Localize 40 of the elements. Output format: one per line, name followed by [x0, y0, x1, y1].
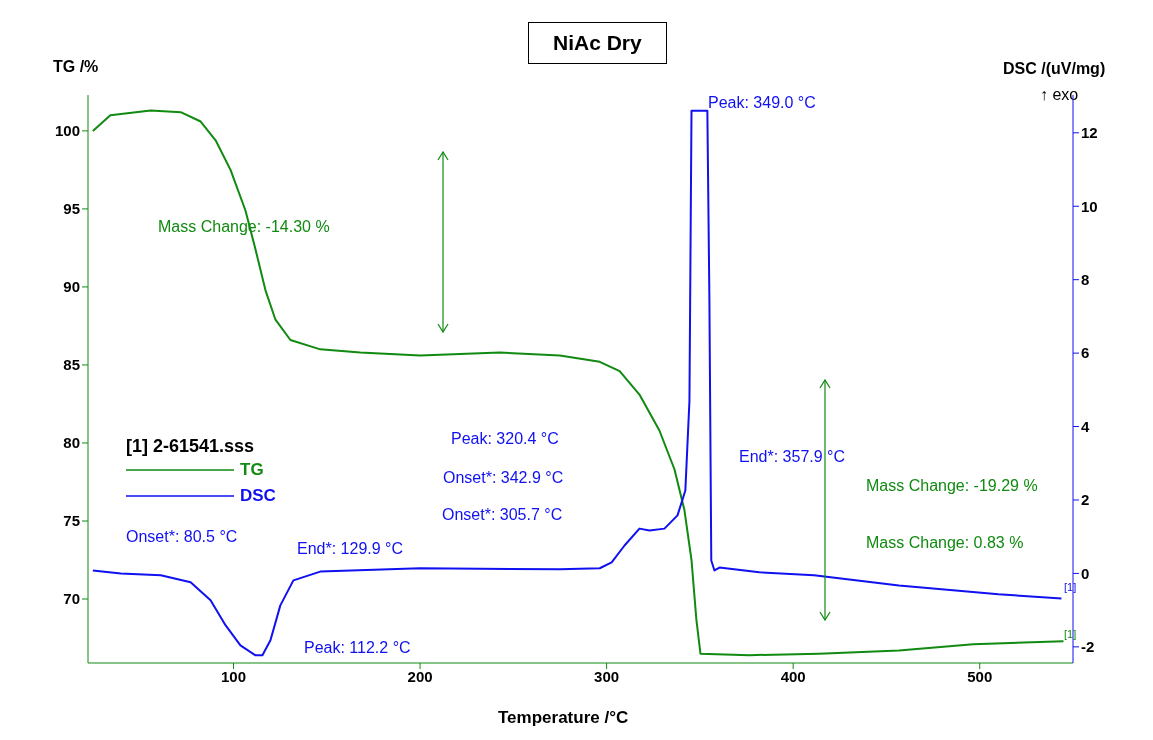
- annotation: Mass Change: -19.29 %: [866, 477, 1038, 495]
- annotation: Onset*: 80.5 °C: [126, 528, 238, 546]
- annotation: End*: 129.9 °C: [297, 540, 404, 558]
- y2-tick-label: 6: [1081, 344, 1090, 362]
- annotation: [1]: [1064, 581, 1077, 593]
- x-tick-label: 300: [594, 667, 620, 685]
- annotation: Peak: 320.4 °C: [451, 430, 559, 448]
- y2-tick-label: 4: [1081, 417, 1090, 435]
- y2-tick-label: 8: [1081, 271, 1090, 289]
- y2-tick-label: 0: [1081, 564, 1090, 582]
- y-tick-label: 100: [54, 122, 80, 140]
- y2-tick-label: 10: [1081, 197, 1098, 215]
- chart-title: NiAc Dry: [528, 22, 667, 64]
- x-tick-label: 100: [221, 667, 247, 685]
- text: TG: [240, 460, 264, 480]
- y2-axis-title: DSC /(uV/mg): [1003, 60, 1106, 78]
- y-tick-label: 70: [63, 590, 80, 608]
- y2-tick-label: -2: [1081, 638, 1095, 656]
- annotation: Peak: 112.2 °C: [304, 639, 411, 657]
- text: DSC: [240, 486, 276, 506]
- x-tick-label: 400: [780, 667, 806, 685]
- y-tick-label: 80: [63, 434, 80, 452]
- legend-title: [1] 2-61541.sss: [126, 436, 256, 457]
- x-tick-label: 500: [967, 667, 993, 685]
- y-tick-label: 85: [63, 356, 80, 374]
- y-tick-label: 75: [63, 512, 80, 530]
- annotation: End*: 357.9 °C: [739, 448, 846, 466]
- y2-tick-label: 12: [1081, 124, 1098, 142]
- annotation: Onset*: 342.9 °C: [443, 469, 564, 487]
- annotation: Peak: 349.0 °C: [708, 94, 816, 112]
- y-tick-label: 90: [63, 278, 80, 296]
- y-axis-title: TG /%: [53, 58, 99, 76]
- x-tick-label: 200: [407, 667, 433, 685]
- annotation: [1]: [1064, 628, 1077, 640]
- annotation: Onset*: 305.7 °C: [442, 506, 563, 524]
- y-tick-label: 95: [63, 200, 80, 218]
- y2-tick-label: 2: [1081, 491, 1090, 509]
- x-axis-title: Temperature /°C: [498, 708, 629, 728]
- annotation: ↑ exo: [1040, 86, 1079, 104]
- annotation: Mass Change: 0.83 %: [866, 534, 1024, 552]
